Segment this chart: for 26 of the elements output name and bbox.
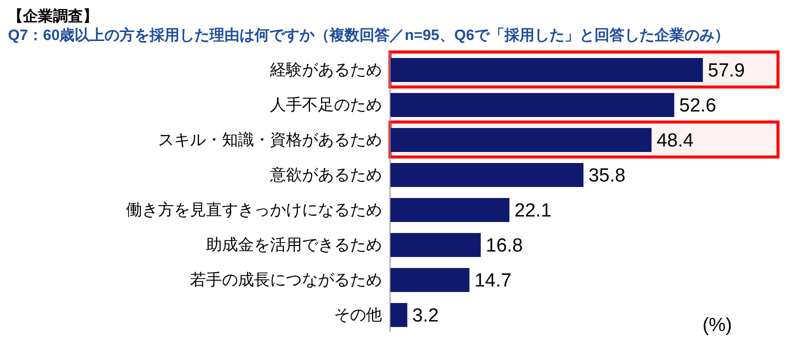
data-label: 16.8 <box>486 236 523 257</box>
bar <box>390 198 510 222</box>
bar <box>390 93 674 117</box>
text: 【企業調査】 <box>8 8 99 26</box>
y-tick-label: 意欲があるため <box>269 166 382 184</box>
bar <box>390 163 584 187</box>
y-tick-label: 助成金を活用できるため <box>206 236 382 254</box>
y-tick-label: スキル・知識・資格があるため <box>158 131 382 150</box>
data-label: 48.4 <box>656 130 694 152</box>
y-tick-label: 若手の成長につながるため <box>190 271 382 290</box>
data-label: 14.7 <box>474 270 512 292</box>
chart-subtitle: Q7：60歳以上の方を採用した理由は何ですか（複数回答／n=95、Q6で「採用した」と回答した企業のみ） <box>8 26 730 46</box>
bar <box>390 268 470 292</box>
bar <box>390 303 408 327</box>
y-tick-label: その他 <box>334 307 382 324</box>
y-tick-label: 働き方を見直すきっかけになるため <box>126 201 382 220</box>
bar <box>390 128 652 152</box>
data-label: 22.1 <box>514 200 552 222</box>
data-label: 3.2 <box>412 306 439 327</box>
data-label: 52.6 <box>679 96 716 117</box>
annotation: (%) <box>702 315 732 337</box>
y-tick-label: 経験があるため <box>269 62 382 80</box>
y-tick-label: 人手不足のため <box>270 96 382 114</box>
data-label: 57.9 <box>708 60 745 82</box>
data-label: 35.8 <box>588 166 626 187</box>
bar <box>390 233 481 257</box>
